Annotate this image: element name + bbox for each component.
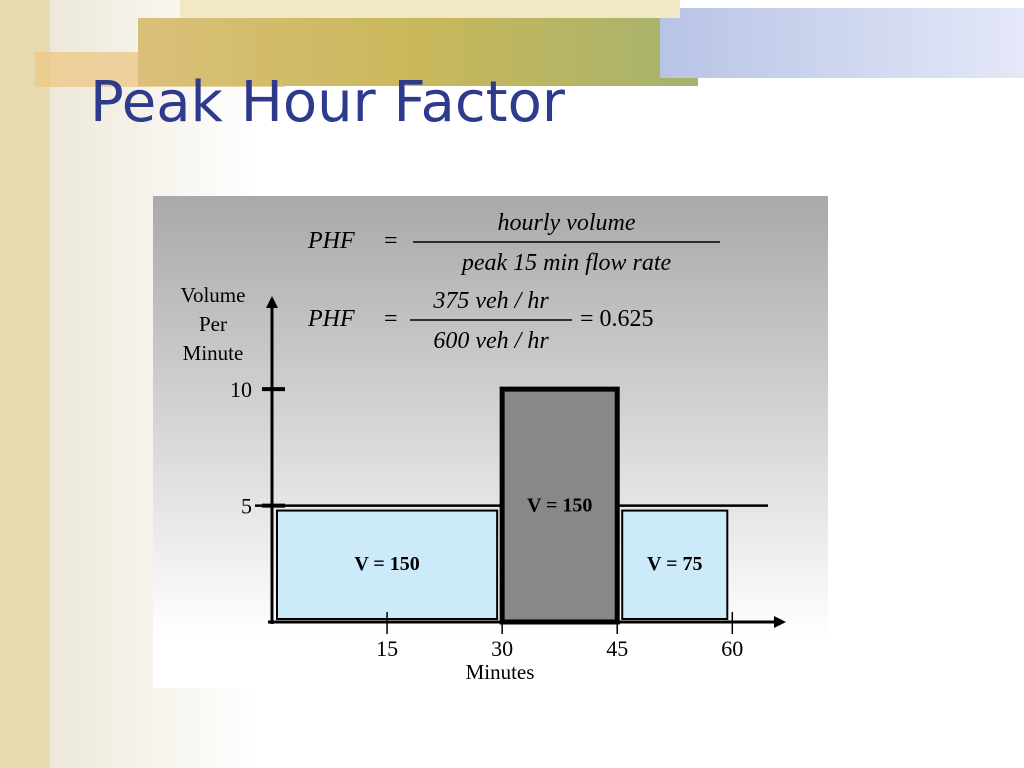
x-axis-arrow (774, 616, 786, 628)
banner (138, 18, 698, 86)
formula-equals: = (384, 306, 398, 332)
formula-denominator: 600 veh / hr (433, 328, 549, 354)
x-tick-label: 60 (721, 636, 743, 661)
y-tick-label: 5 (241, 494, 252, 519)
banner (180, 0, 680, 18)
bar-annotation: V = 75 (647, 553, 702, 575)
bar (276, 509, 499, 621)
bar-annotation: V = 150 (354, 553, 419, 575)
formula-numerator: 375 veh / hr (432, 288, 549, 314)
formula-numerator: hourly volume (498, 210, 636, 236)
chart: PHF = hourly volume peak 15 min flow rate PH… (181, 210, 786, 684)
formula-denominator: peak 15 min flow rate (460, 250, 672, 276)
side-strip (0, 0, 50, 768)
formula-equals: = (384, 228, 398, 254)
x-axis-label: Minutes (466, 660, 535, 684)
formula-result: = 0.625 (580, 306, 654, 332)
x-tick-label: 30 (491, 636, 513, 661)
x-tick-label: 45 (606, 636, 628, 661)
bar-annotation: V = 150 (527, 495, 592, 517)
slide-title: Peak Hour Factor (90, 70, 566, 135)
x-tick-label: 15 (376, 636, 398, 661)
y-tick-label: 10 (230, 377, 252, 402)
y-axis-label: Volume Per Minute (181, 283, 246, 365)
y-axis-arrow (266, 296, 278, 308)
banner (660, 8, 1024, 78)
formula-lhs: PHF (307, 228, 355, 254)
bar (621, 509, 729, 621)
formula-lhs: PHF (307, 306, 355, 332)
